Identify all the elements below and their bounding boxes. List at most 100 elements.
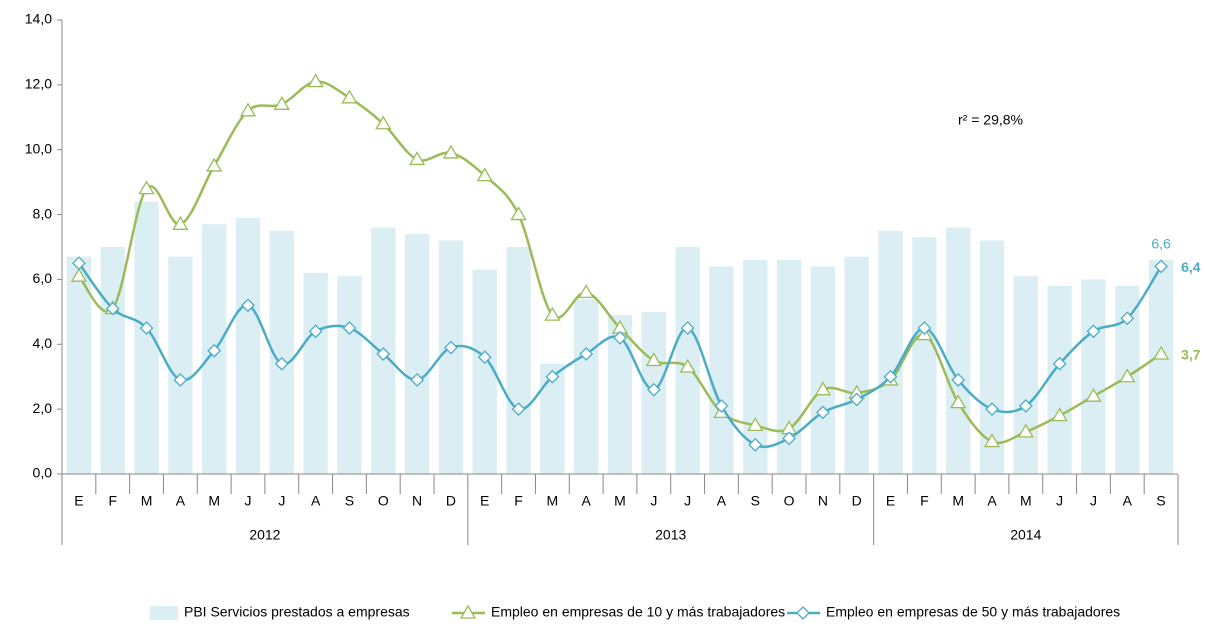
point <box>70 267 88 282</box>
point <box>950 394 967 409</box>
x-tick-label: M <box>547 493 559 509</box>
point <box>376 347 391 361</box>
point <box>307 73 324 88</box>
point <box>1051 407 1068 422</box>
legend-swatch <box>150 606 178 620</box>
x-tick-label: F <box>514 493 523 509</box>
x-tick-label: N <box>412 493 422 509</box>
x-tick-label: A <box>176 493 186 509</box>
bar <box>235 217 261 475</box>
point <box>544 306 561 321</box>
point <box>814 381 832 396</box>
value-label: 6,6 <box>1151 236 1171 252</box>
point <box>172 216 189 230</box>
point <box>342 321 357 335</box>
point <box>206 157 223 172</box>
point <box>139 321 154 335</box>
bar <box>66 256 92 474</box>
x-tick-label: J <box>245 493 252 509</box>
bar <box>844 256 869 474</box>
point <box>1085 387 1102 402</box>
point <box>917 321 932 335</box>
point <box>375 115 392 130</box>
x-tick-label: E <box>480 493 489 509</box>
point <box>173 373 188 387</box>
x-tick-label: O <box>378 493 389 509</box>
point <box>849 392 864 407</box>
bar <box>506 247 531 474</box>
bar <box>303 272 328 474</box>
x-tick-label: J <box>650 493 657 509</box>
bar <box>404 234 430 474</box>
point <box>1086 324 1101 339</box>
bar <box>1047 285 1072 474</box>
bar <box>337 276 362 474</box>
point <box>983 433 1001 448</box>
y-tick-label: 8,0 <box>33 205 53 221</box>
value-label: 3,7 <box>1181 347 1201 363</box>
point <box>645 352 662 367</box>
point <box>646 382 661 397</box>
x-tick-label: M <box>208 493 220 509</box>
point <box>748 437 763 452</box>
y-tick-label: 4,0 <box>33 335 53 351</box>
x-tick-label: N <box>818 493 828 509</box>
bar <box>574 298 599 474</box>
point <box>1017 423 1034 438</box>
x-group-label: 2013 <box>655 527 686 543</box>
point <box>274 356 289 371</box>
x-tick-label: M <box>141 493 153 509</box>
point <box>782 431 797 446</box>
point <box>545 369 560 384</box>
x-tick-label: A <box>1123 493 1133 509</box>
legend-marker <box>459 604 477 619</box>
legend-label: PBI Servicios prestados a empresas <box>184 604 410 620</box>
y-tick-label: 2,0 <box>33 400 53 416</box>
point <box>477 350 492 365</box>
point <box>680 321 695 335</box>
x-tick-label: J <box>1090 493 1097 509</box>
point <box>579 347 594 361</box>
legend-marker <box>796 606 810 620</box>
point <box>1120 311 1135 326</box>
point <box>443 340 458 355</box>
x-tick-label: A <box>717 493 727 509</box>
bar <box>709 266 734 474</box>
point <box>613 330 627 345</box>
point <box>951 373 966 387</box>
x-tick-label: F <box>920 493 929 509</box>
point <box>408 151 426 166</box>
x-group-label: 2012 <box>249 527 280 543</box>
bar <box>438 240 464 474</box>
point <box>207 343 222 358</box>
point <box>341 89 358 104</box>
point <box>510 206 527 221</box>
bar <box>472 269 497 474</box>
legend-label: Empleo en empresas de 10 y más trabajado… <box>491 604 785 620</box>
x-tick-label: J <box>684 493 691 509</box>
bar <box>1148 259 1174 474</box>
x-tick-label: M <box>1020 493 1032 509</box>
point <box>511 402 526 417</box>
y-tick-label: 10,0 <box>25 140 52 156</box>
y-tick-label: 14,0 <box>25 11 52 27</box>
x-tick-label: E <box>74 493 83 509</box>
point <box>1119 368 1136 383</box>
x-tick-label: S <box>751 493 760 509</box>
point <box>747 417 764 432</box>
x-tick-label: S <box>345 493 354 509</box>
point <box>1152 345 1170 360</box>
point <box>442 144 460 159</box>
line <box>77 80 1162 444</box>
bar <box>946 227 971 474</box>
point <box>1018 398 1033 413</box>
annotation: r² = 29,8% <box>958 112 1023 128</box>
x-tick-label: A <box>582 493 592 509</box>
y-tick-label: 0,0 <box>33 465 53 481</box>
bar <box>912 237 937 474</box>
point <box>273 96 290 110</box>
bar <box>810 266 836 474</box>
point <box>71 256 86 271</box>
point <box>714 398 729 413</box>
